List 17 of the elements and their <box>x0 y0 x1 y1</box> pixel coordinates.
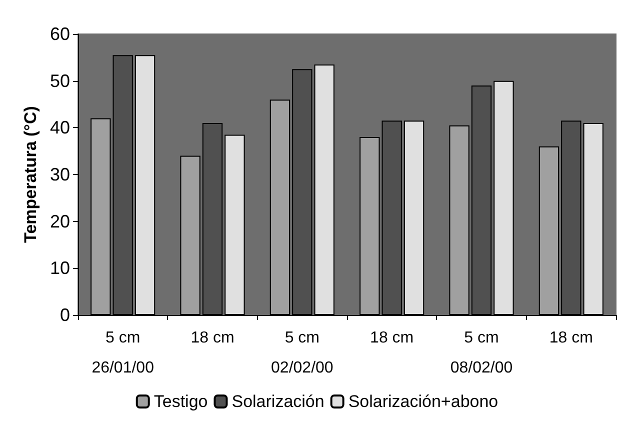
y-tick-label: 60 <box>50 24 70 44</box>
y-axis-title: Temperatura (°C) <box>21 106 40 243</box>
x-tick-label: 5 cm 08/02/00 <box>450 330 513 376</box>
y-tick-label: 20 <box>50 211 70 232</box>
x-tick-label: 18 cm <box>370 330 414 346</box>
x-tick-label: 5 cm 02/02/00 <box>271 330 334 376</box>
y-tick-label: 50 <box>50 70 70 91</box>
x-tick-label: 18 cm <box>190 330 234 346</box>
y-tick-label: 30 <box>50 164 70 184</box>
legend-label: Testigo <box>154 392 208 411</box>
legend-label: Solarización <box>232 392 324 411</box>
y-tick-label: 10 <box>50 258 70 278</box>
x-tick-label: 18 cm <box>549 330 593 346</box>
legend-label: Solarización+abono <box>348 392 498 411</box>
x-tick-label: 5 cm 26/01/00 <box>92 330 154 376</box>
y-tick-label: 40 <box>50 118 70 138</box>
y-tick-label: 0 <box>60 305 70 325</box>
